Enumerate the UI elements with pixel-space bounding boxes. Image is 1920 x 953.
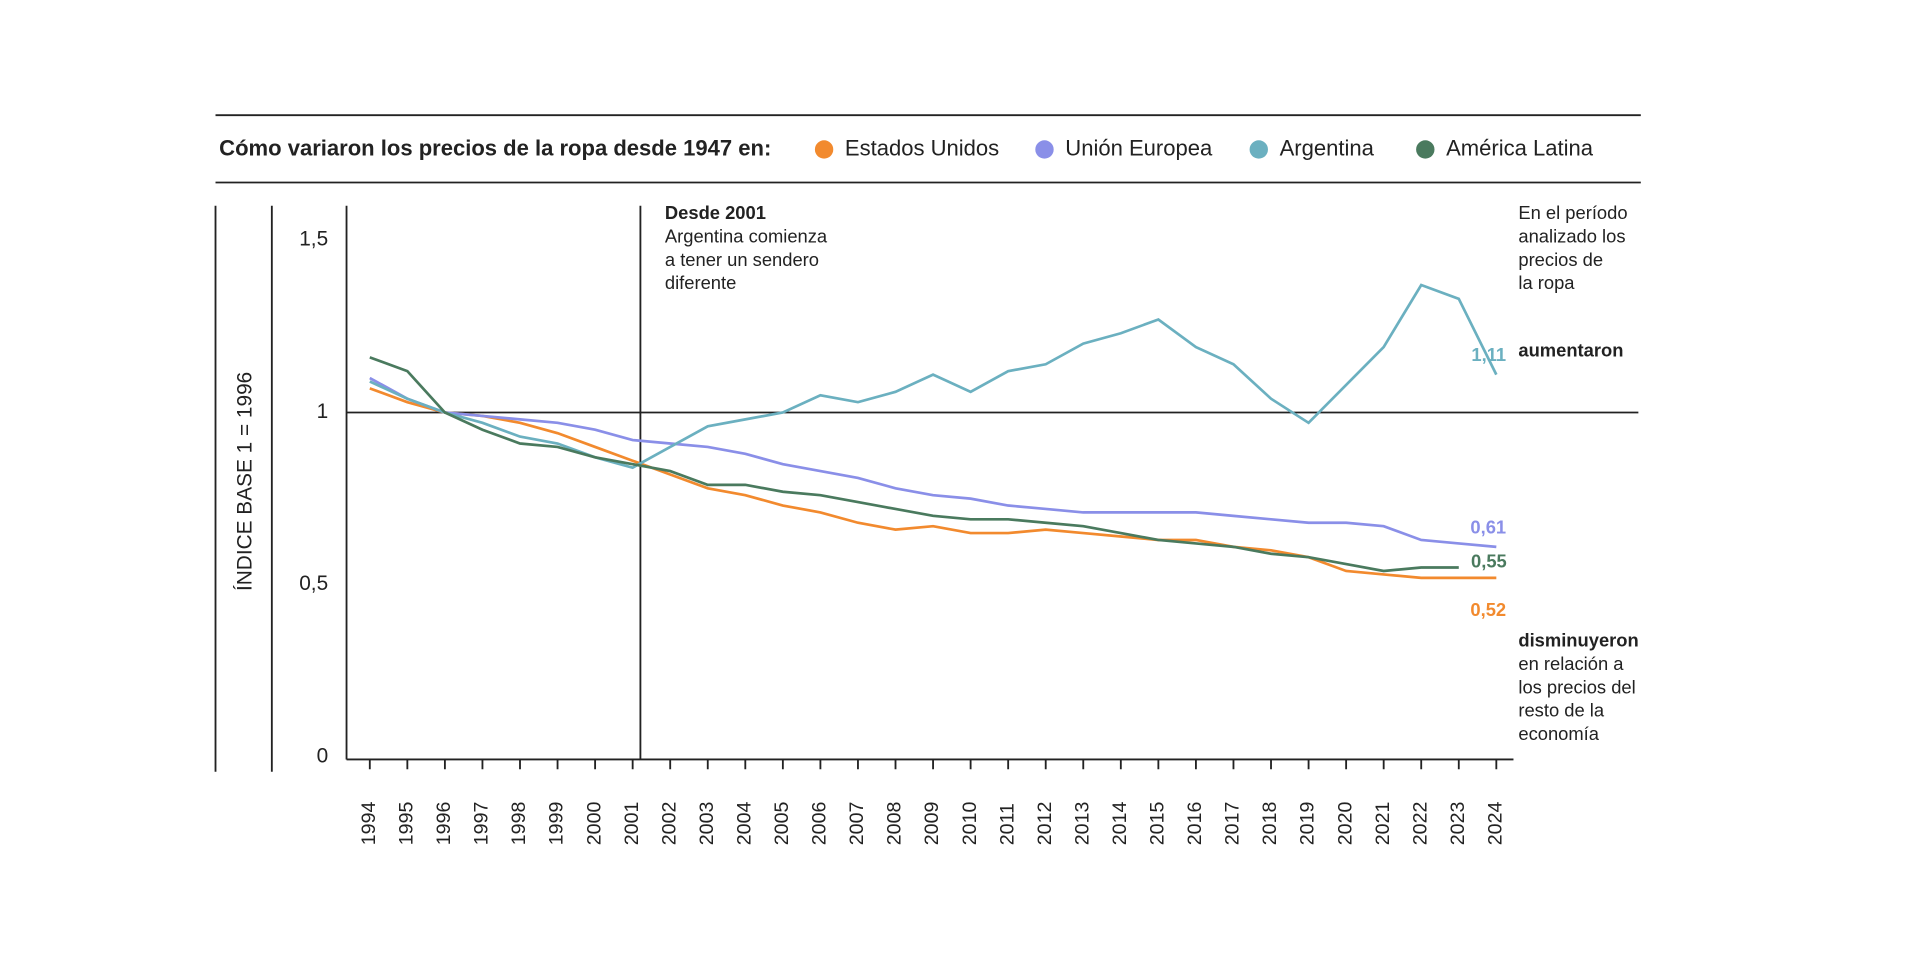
legend-swatch [1249,140,1268,159]
series-line [369,387,1497,580]
y-tick-label: 0,5 [299,572,328,595]
chart-title: Cómo variaron los precios de la ropa des… [219,135,771,160]
x-tick-label: 1999 [546,802,568,846]
annotation-text: analizado los [1518,225,1625,246]
x-tick-label: 2023 [1447,802,1469,846]
end-label: 0,52 [1470,599,1506,620]
x-tick-label: 2017 [1222,802,1244,846]
x-tick-label: 1997 [471,802,493,846]
end-label: 1,11 [1471,344,1506,365]
annotation-text: los precios del [1518,676,1635,697]
x-tick-label: 2013 [1071,802,1093,846]
x-tick-label: 2005 [771,802,793,846]
series-line [369,283,1498,470]
annotation-title: Desde 2001 [665,202,766,223]
x-tick-label: 1996 [433,802,455,846]
legend-label: Argentina [1280,135,1375,160]
x-tick-label: 1994 [358,802,380,846]
annotation-title: disminuyeron [1518,630,1638,651]
y-axis-label: ÍNDICE BASE 1 = 1996 [234,372,257,591]
annotation-text: Argentina comienza [665,225,828,246]
x-tick-label: 1995 [396,802,418,846]
legend-label: América Latina [1446,135,1594,160]
x-tick-label: 2009 [921,802,943,846]
x-tick-label: 2006 [809,802,831,846]
x-tick-label: 2004 [733,802,755,846]
annotation-title: aumentaron [1518,339,1623,360]
x-tick-label: 2022 [1409,802,1431,846]
annotation-text: resto de la [1518,700,1605,721]
legend-swatch [1416,140,1435,159]
end-label: 0,55 [1471,550,1507,571]
annotation-text: economía [1518,723,1599,744]
y-tick-label: 0 [317,745,329,768]
x-tick-label: 1998 [508,802,530,846]
x-tick-label: 2000 [583,802,605,846]
annotation-text: precios de [1518,249,1603,270]
x-tick-label: 2019 [1297,802,1319,846]
legend-swatch [1035,140,1054,159]
x-tick-label: 2021 [1372,802,1394,846]
x-tick-label: 2018 [1259,802,1281,846]
x-tick-label: 2011 [996,803,1018,845]
legend-label: Estados Unidos [845,135,999,160]
legend-label: Unión Europea [1065,135,1213,160]
x-tick-label: 2010 [959,802,981,846]
x-tick-label: 2014 [1109,802,1131,846]
y-tick-label: 1 [317,400,329,423]
annotation-text: a tener un sendero [665,249,819,270]
x-tick-label: 2003 [696,802,718,846]
x-tick-label: 2024 [1485,802,1507,846]
x-tick-label: 2015 [1147,802,1169,846]
x-tick-label: 2016 [1184,802,1206,846]
x-tick-label: 2002 [658,802,680,846]
x-tick-label: 2008 [884,802,906,846]
x-tick-label: 2007 [846,802,868,846]
series-line [369,376,1497,549]
end-label: 0,61 [1470,516,1506,537]
series-line [369,356,1459,573]
annotation-text: diferente [665,272,736,293]
y-tick-label: 1,5 [299,228,328,251]
annotation-text: En el período [1518,202,1627,223]
annotation-text: la ropa [1518,272,1575,293]
x-tick-label: 2012 [1034,802,1056,846]
x-tick-label: 2020 [1334,802,1356,846]
x-tick-label: 2001 [621,802,643,846]
legend-swatch [814,140,834,159]
annotation-text: en relación a [1518,653,1624,674]
